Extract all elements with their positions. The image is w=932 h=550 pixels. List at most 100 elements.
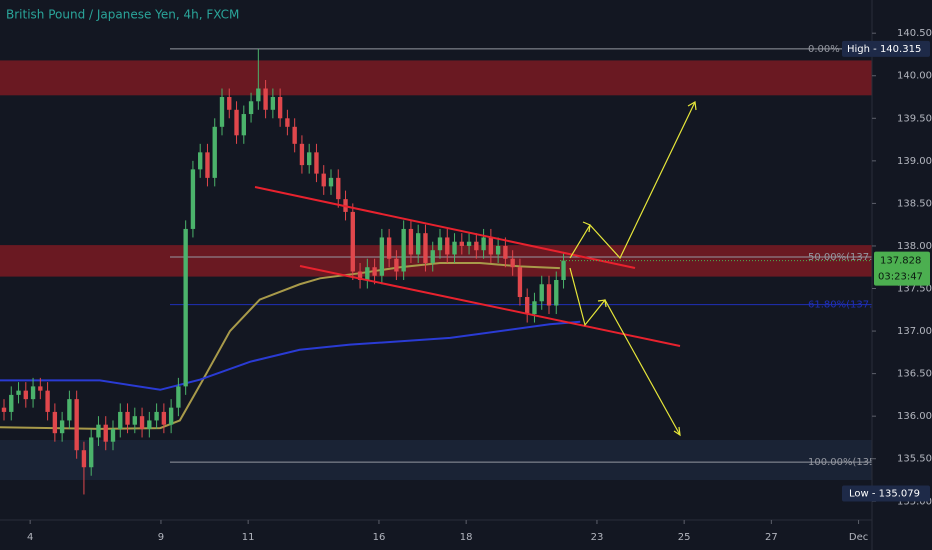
price-zone — [0, 245, 872, 277]
candle-body — [459, 241, 464, 246]
x-tick-label: 9 — [158, 532, 164, 543]
candle-body — [96, 424, 101, 438]
candle-body — [539, 284, 544, 302]
candle-body — [510, 258, 515, 268]
candle-body — [408, 228, 414, 255]
countdown: 03:23:47 — [878, 272, 923, 283]
candle-body — [168, 407, 174, 425]
candle-body — [299, 143, 305, 166]
candle-body — [307, 152, 312, 166]
candle-body — [401, 228, 406, 272]
x-tick-label: 11 — [242, 532, 255, 543]
candle-body — [30, 386, 36, 400]
high-label: High - 140.315 — [847, 44, 921, 55]
candle-body — [89, 437, 94, 468]
candle-body — [314, 152, 319, 174]
fib-label: 100.00%(135. — [808, 457, 879, 468]
low-label: Low - 135.079 — [849, 489, 920, 500]
projection-down — [569, 267, 681, 436]
candle-body — [183, 228, 188, 387]
candle-body — [176, 386, 181, 408]
candle-body — [59, 420, 65, 434]
arrow-head — [582, 221, 591, 233]
candle-body — [379, 237, 385, 276]
x-tick-label: 23 — [591, 532, 604, 543]
arrow-head — [673, 426, 681, 437]
y-tick-label: 138.000 — [897, 241, 932, 252]
projection-up — [569, 101, 696, 260]
candle-body — [139, 416, 145, 429]
candle-body — [45, 390, 50, 412]
candle-body — [532, 301, 537, 315]
candle-body — [546, 284, 552, 306]
y-tick-label: 139.000 — [897, 156, 932, 167]
x-tick-label: 16 — [373, 532, 386, 543]
candle-body — [525, 297, 530, 315]
price-badge — [874, 251, 930, 286]
candle-body — [1, 407, 7, 412]
candle-body — [110, 428, 116, 442]
candle-body — [386, 237, 392, 259]
x-tick-label: 18 — [460, 532, 473, 543]
candle-body — [495, 245, 501, 255]
x-tick-label: 27 — [765, 532, 778, 543]
candle-body — [503, 245, 508, 259]
candle-body — [437, 237, 443, 251]
candle-body — [328, 177, 334, 187]
price-zone — [0, 60, 872, 96]
trend-line — [299, 265, 681, 347]
y-tick-label: 140.000 — [897, 71, 932, 82]
candle-body — [67, 399, 72, 421]
moving-average — [0, 261, 560, 430]
fib-label: 0.00% — [808, 44, 840, 55]
candle-body — [466, 241, 472, 246]
y-tick-label: 135.000 — [897, 496, 932, 507]
x-tick-label: Dec — [849, 532, 868, 543]
candle-body — [394, 258, 399, 272]
candle-body — [9, 394, 14, 412]
candle-body — [16, 390, 21, 395]
last-price: 137.828 — [880, 256, 921, 267]
low-badge — [842, 485, 930, 502]
candle-body — [488, 237, 494, 255]
candle-body — [154, 411, 159, 421]
candle-body — [365, 267, 370, 280]
candle-body — [118, 411, 123, 429]
candle-body — [212, 126, 217, 178]
candle-body — [219, 97, 225, 127]
price-zone — [0, 440, 872, 480]
candle-body — [52, 411, 58, 434]
candle-body — [256, 88, 261, 102]
candle-body — [23, 390, 28, 400]
candle-body — [161, 411, 167, 425]
y-tick-label: 137.000 — [897, 326, 932, 337]
arrow-head — [597, 299, 607, 308]
y-tick-label: 135.500 — [897, 454, 932, 465]
candle-body — [416, 233, 421, 255]
candle-body — [357, 271, 363, 280]
candle-body — [81, 450, 87, 468]
candle-body — [263, 88, 268, 110]
arrow-head — [687, 101, 697, 111]
candle-body — [517, 267, 523, 298]
candle-body — [74, 399, 79, 451]
candle-body — [452, 241, 457, 255]
y-tick-label: 138.500 — [897, 198, 932, 209]
candle-body — [350, 211, 355, 272]
candle-body — [430, 250, 435, 263]
candle-body — [248, 101, 254, 115]
candle-body — [423, 233, 428, 263]
plot-area: 0.00% 50.00%(137.8 61.80%(137.3 100.00%(135… — [0, 44, 879, 495]
y-tick-label: 137.500 — [897, 284, 932, 295]
candle-body — [561, 260, 566, 280]
candle-body — [125, 411, 130, 425]
drawings — [254, 101, 697, 437]
candle-body — [445, 237, 450, 255]
candle-body — [103, 424, 108, 442]
candle-body — [241, 114, 246, 136]
candle-body — [38, 386, 43, 391]
candle-body — [292, 126, 297, 144]
y-tick-label: 136.500 — [897, 369, 932, 380]
candle-body — [147, 420, 152, 429]
candle-body — [474, 241, 479, 251]
